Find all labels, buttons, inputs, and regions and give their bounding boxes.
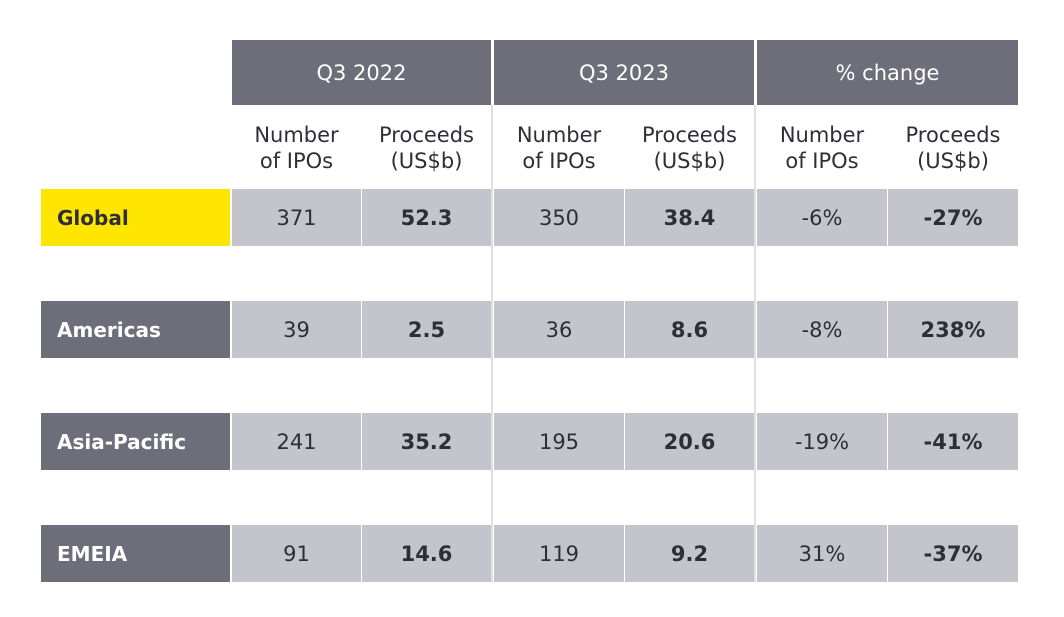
group-header: Q3 2023 bbox=[494, 40, 754, 105]
table-cell: 31% bbox=[757, 525, 887, 582]
table-cell: 36 bbox=[494, 301, 624, 358]
table-cell: 371 bbox=[232, 189, 361, 246]
header-line: (US$b) bbox=[653, 149, 726, 173]
table-cell: 241 bbox=[232, 413, 361, 470]
table-cell: 350 bbox=[494, 189, 624, 246]
column-separator bbox=[491, 105, 493, 582]
column-header: Number of IPOs bbox=[494, 110, 624, 186]
row-label: Americas bbox=[41, 301, 230, 358]
table-cell: 91 bbox=[232, 525, 361, 582]
table-cell: 238% bbox=[888, 301, 1018, 358]
header-line: Proceeds bbox=[379, 123, 474, 147]
table-cell: -19% bbox=[757, 413, 887, 470]
header-line: Number bbox=[254, 123, 339, 147]
table-cell: 39 bbox=[232, 301, 361, 358]
group-header: % change bbox=[757, 40, 1018, 105]
header-line: (US$b) bbox=[390, 149, 463, 173]
table-cell: 119 bbox=[494, 525, 624, 582]
column-header: Proceeds (US$b) bbox=[625, 110, 754, 186]
table-cell: 38.4 bbox=[625, 189, 754, 246]
group-header: Q3 2022 bbox=[232, 40, 491, 105]
table-cell: 2.5 bbox=[362, 301, 491, 358]
column-header: Proceeds (US$b) bbox=[888, 110, 1018, 186]
header-line: Number bbox=[779, 123, 865, 147]
table-cell: 8.6 bbox=[625, 301, 754, 358]
header-line: Number bbox=[516, 123, 602, 147]
column-header: Number of IPOs bbox=[757, 110, 887, 186]
row-label: Asia-Pacific bbox=[41, 413, 230, 470]
table-cell: 20.6 bbox=[625, 413, 754, 470]
header-line: Proceeds bbox=[642, 123, 737, 147]
column-header: Proceeds (US$b) bbox=[362, 110, 491, 186]
table-cell: 195 bbox=[494, 413, 624, 470]
table-cell: -37% bbox=[888, 525, 1018, 582]
row-label: Global bbox=[41, 189, 230, 246]
column-separator bbox=[754, 105, 756, 582]
header-line: Proceeds bbox=[905, 123, 1001, 147]
table-cell: -6% bbox=[757, 189, 887, 246]
header-line: of IPOs bbox=[522, 149, 596, 173]
header-line: of IPOs bbox=[785, 149, 859, 173]
table-cell: 52.3 bbox=[362, 189, 491, 246]
table-cell: -8% bbox=[757, 301, 887, 358]
table-cell: 14.6 bbox=[362, 525, 491, 582]
header-line: (US$b) bbox=[917, 149, 989, 173]
header-line: of IPOs bbox=[259, 149, 334, 173]
table-cell: -27% bbox=[888, 189, 1018, 246]
table-cell: -41% bbox=[888, 413, 1018, 470]
table-cell: 9.2 bbox=[625, 525, 754, 582]
column-header: Number of IPOs bbox=[232, 110, 361, 186]
table-cell: 35.2 bbox=[362, 413, 491, 470]
row-label: EMEIA bbox=[41, 525, 230, 582]
